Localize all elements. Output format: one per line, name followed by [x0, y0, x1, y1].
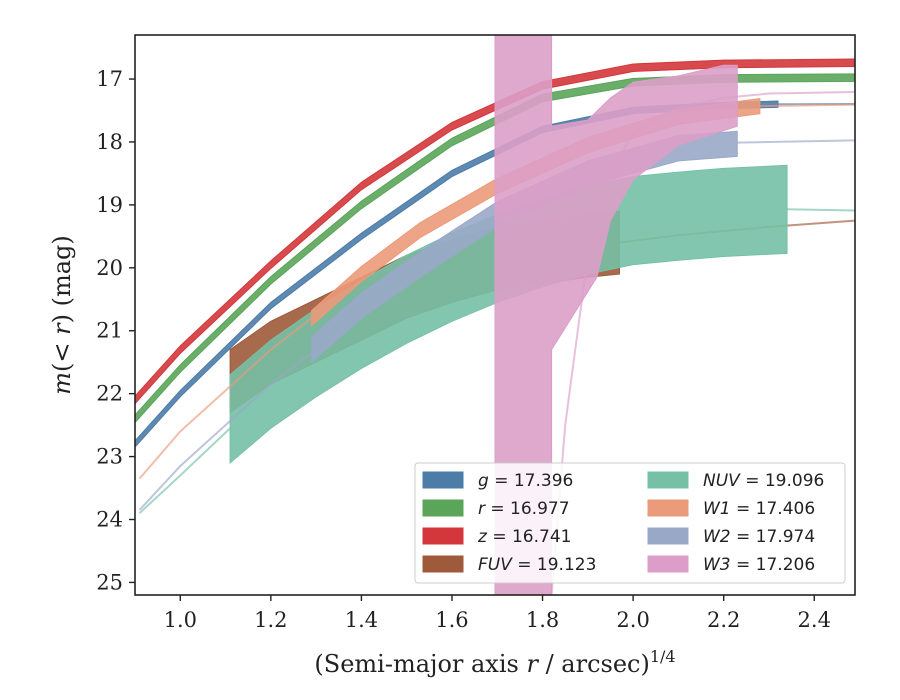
legend-label-z: z = 16.741: [477, 527, 571, 547]
legend-label-nuv: NUV = 19.096: [703, 471, 824, 491]
legend: g = 17.396 r = 16.977 z = 16.741 FUV = 19.1…: [415, 463, 845, 583]
legend-label-r: r = 16.977: [478, 499, 570, 519]
y-tick-label: 23: [96, 445, 123, 469]
y-tick-label: 24: [96, 507, 123, 531]
legend-swatch-w1: [648, 500, 688, 516]
y-tick-label: 18: [96, 130, 123, 154]
line-tail-w2: [737, 140, 855, 142]
chart-figure: 1.0 1.2 1.4 1.6 1.8 2.0 2.2 2.4 17 18 19 20 21 22 23 2…: [0, 0, 900, 700]
legend-swatch-z: [423, 528, 463, 544]
x-tick-label: 2.4: [798, 608, 831, 632]
legend-label-fuv: FUV = 19.123: [478, 555, 596, 575]
y-tick-label: 20: [96, 256, 123, 280]
legend-label-g: g = 17.396: [478, 471, 573, 491]
y-tick-label: 22: [96, 382, 123, 406]
x-axis-title: (Semi-major axis r / arcsec)1/4: [314, 647, 675, 678]
legend-swatch-r: [423, 500, 463, 516]
x-tick-label: 1.0: [164, 608, 197, 632]
x-tick-label: 2.0: [616, 608, 649, 632]
x-tick-label: 1.6: [435, 608, 468, 632]
x-axis-ticks: 1.0 1.2 1.4 1.6 1.8 2.0 2.2 2.4: [164, 595, 831, 632]
x-tick-label: 2.2: [707, 608, 740, 632]
y-tick-label: 25: [96, 570, 123, 594]
legend-label-w3: W3 = 17.206: [703, 555, 815, 575]
legend-swatch-w3: [648, 556, 688, 572]
x-tick-label: 1.4: [345, 608, 378, 632]
x-tick-label: 1.8: [526, 608, 559, 632]
legend-swatch-fuv: [423, 556, 463, 572]
legend-swatch-nuv: [648, 472, 688, 488]
y-axis-ticks: 17 18 19 20 21 22 23 24 25: [96, 67, 135, 594]
legend-label-w2: W2 = 17.974: [703, 527, 815, 547]
y-tick-label: 21: [96, 319, 123, 343]
line-tail-nuv: [787, 209, 855, 210]
y-tick-label: 17: [96, 67, 123, 91]
legend-swatch-g: [423, 472, 463, 488]
x-tick-label: 1.2: [254, 608, 287, 632]
legend-label-w1: W1 = 17.406: [703, 499, 815, 519]
legend-swatch-w2: [648, 528, 688, 544]
line-nuv: [140, 428, 231, 513]
y-axis-title: m(< r) (mag): [48, 235, 76, 395]
y-tick-label: 19: [96, 193, 123, 217]
